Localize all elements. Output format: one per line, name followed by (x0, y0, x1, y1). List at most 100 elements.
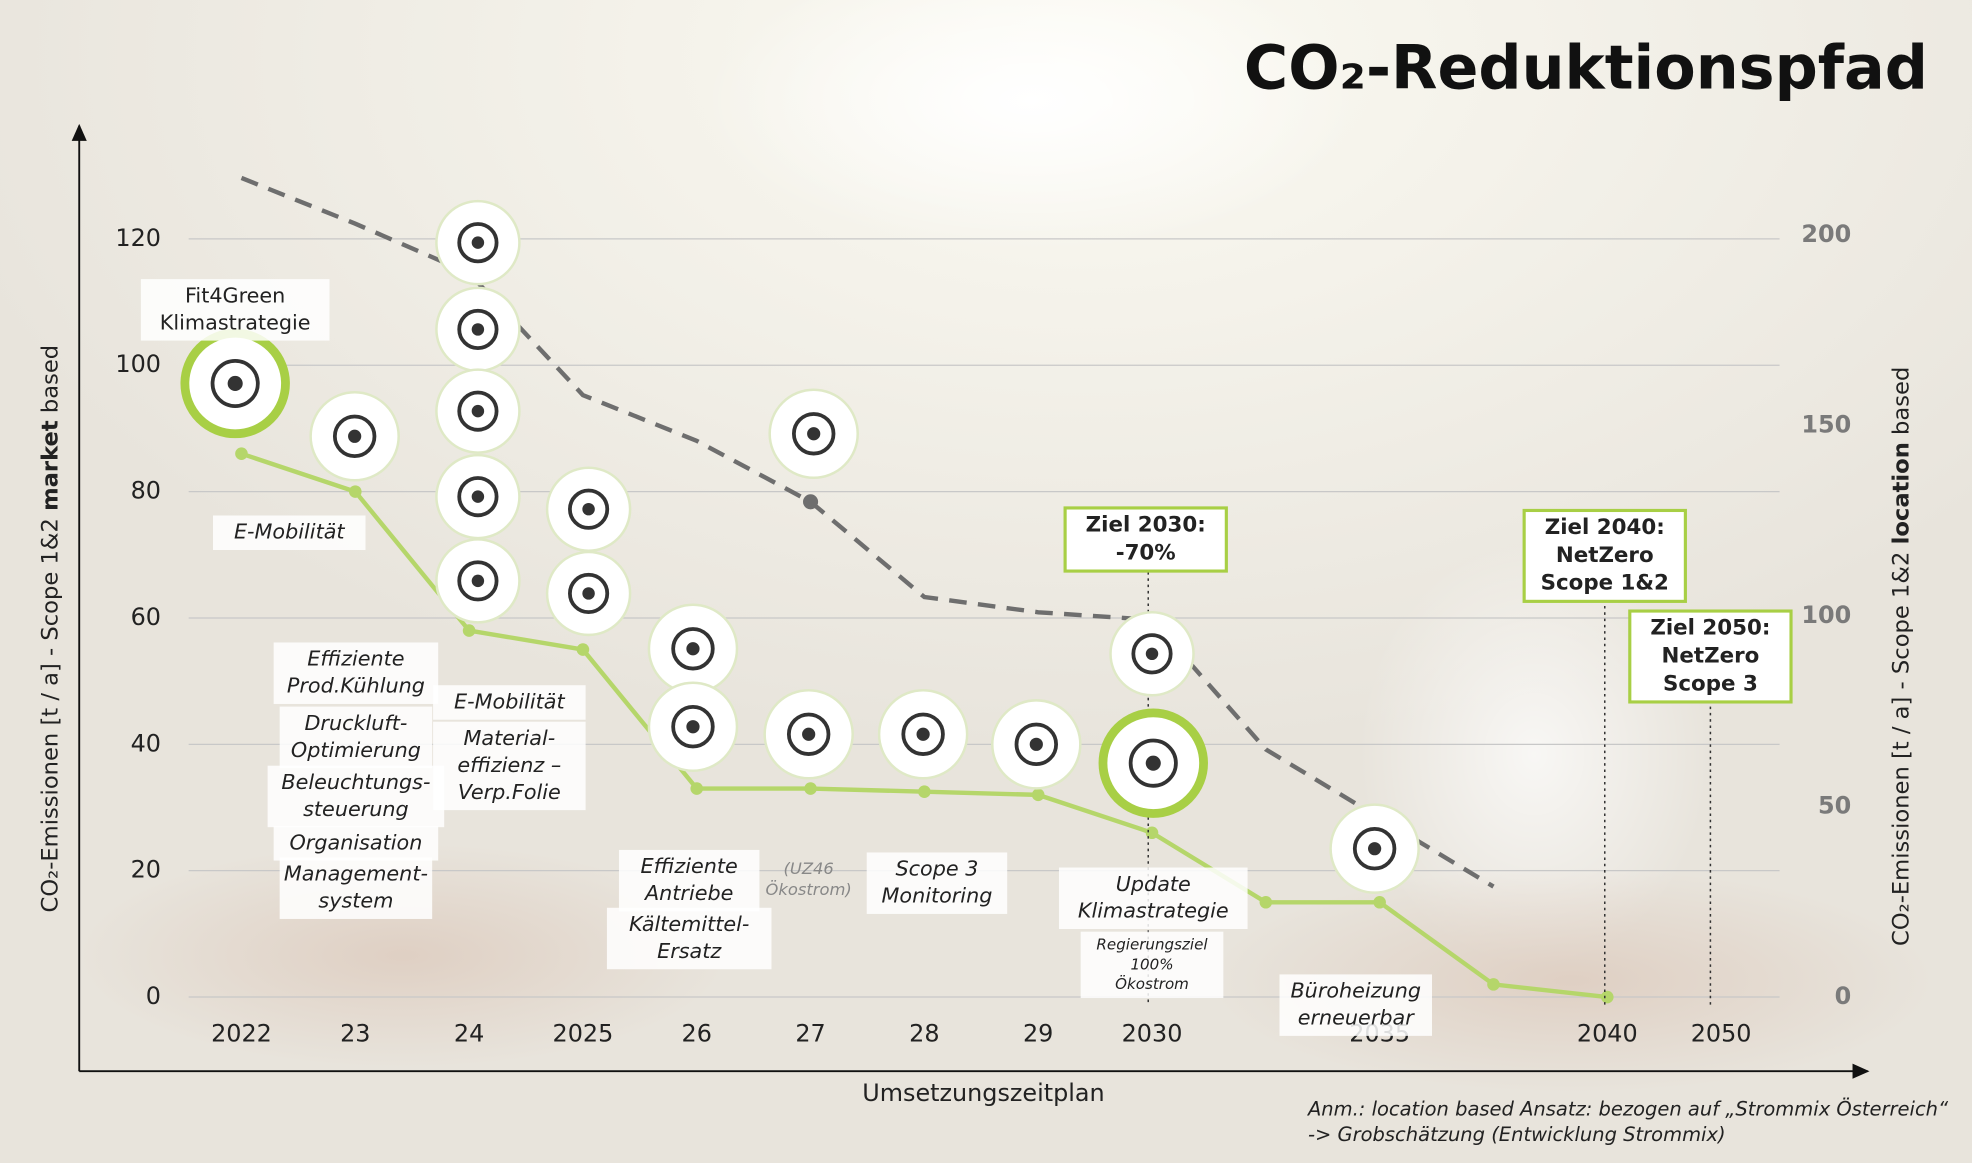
annotation-text: 100% (1130, 955, 1173, 973)
annotation-text: E-Mobilität (454, 689, 565, 713)
page: {"chart_data": { "type": "line", "title"… (0, 0, 1972, 1163)
series-point (690, 782, 703, 795)
annotation-text: steuerung (303, 797, 409, 821)
annotation-text: Klimastrategie (1078, 899, 1229, 923)
annotation-text: NetZero (1662, 643, 1760, 668)
icon-glyph (1030, 738, 1043, 751)
annotation-text: effizienz – (457, 753, 561, 777)
annotation-text: Update (1116, 872, 1191, 896)
icon-glyph (1146, 756, 1161, 771)
annotation-text: Ersatz (657, 939, 722, 963)
annotation-text: system (318, 889, 393, 913)
x-tick-label: 2022 (211, 1020, 272, 1048)
annotation-text: Verp.Folie (458, 780, 561, 804)
icon-glyph (472, 575, 484, 587)
annotation-text: Büroheizung (1290, 979, 1421, 1003)
x-tick-label: 26 (682, 1020, 712, 1048)
annotation-text: NetZero (1556, 543, 1654, 568)
annotation-text: Scope 3 (1663, 671, 1758, 696)
annotation-text: Ökostrom (1115, 974, 1189, 993)
y-tick-label: 60 (131, 603, 161, 631)
icon-glyph (802, 728, 815, 741)
axis-label-part: location (1888, 442, 1914, 544)
annotation-text: Organisation (289, 830, 422, 854)
axis-label-part: based (37, 345, 63, 420)
icon-glyph (1146, 648, 1158, 660)
icon-glyph (472, 236, 484, 248)
y-tick-label: 80 (131, 477, 161, 505)
series-point (1601, 991, 1614, 1004)
annotation-text: Ziel 2040: (1545, 515, 1665, 540)
y2-tick-label: 150 (1801, 411, 1851, 439)
icon-glyph (472, 323, 484, 335)
y-tick-label: 100 (115, 350, 161, 378)
series-point (349, 485, 362, 498)
series-point (1373, 896, 1386, 909)
y-tick-label: 0 (146, 982, 161, 1010)
annotation-text: Kältemittel- (629, 912, 749, 936)
note: -> Grobschätzung (Entwicklung Strommix) (1308, 1123, 1726, 1146)
y-tick-label: 120 (115, 224, 161, 252)
annotation-text: Regierungsziel (1096, 936, 1208, 954)
annotation-text: (UZ46 (784, 859, 834, 878)
annotation-text: Klimastrategie (160, 310, 311, 334)
annotation-text: Ziel 2030: (1086, 513, 1206, 538)
icon-glyph (228, 376, 243, 391)
annotation-text: Prod.Kühlung (287, 674, 425, 698)
series-point (235, 447, 248, 460)
annotation-text: -70% (1116, 540, 1176, 565)
annotation-text: Management- (284, 862, 428, 886)
annotation-text: E-Mobilität (234, 520, 345, 544)
annotation-text: Fit4Green (185, 283, 285, 307)
series-point (803, 494, 818, 509)
chart: CO₂-Reduktionspfad Umsetzungszeitplan 0 2… (0, 0, 1972, 1163)
series-point (577, 643, 590, 656)
series-point (804, 782, 817, 795)
icon-glyph (582, 503, 594, 515)
annotation-text: Effiziente (641, 854, 738, 878)
series-point (918, 785, 931, 798)
annotation-text: Beleuchtungs- (281, 770, 430, 794)
x-tick-label: 2030 (1122, 1020, 1183, 1048)
y2-tick-label: 0 (1835, 982, 1852, 1010)
annotation-text: Scope 3 (895, 857, 978, 881)
axis-label-part: CO₂-Emissionen [t / a] - Scope 1&2 (1888, 544, 1914, 946)
chart-title: CO₂-Reduktionspfad (1244, 33, 1928, 103)
x-tick-label: 2040 (1577, 1020, 1638, 1048)
series-point (1487, 978, 1500, 991)
annotation-text: Ziel 2050: (1650, 616, 1770, 641)
y-tick-label: 20 (131, 856, 161, 884)
axis-label-part: CO₂-Emissionen [t / a] - Scope 1&2 (37, 511, 63, 913)
annotation-text: Monitoring (881, 884, 992, 908)
x-tick-label: 29 (1023, 1020, 1053, 1048)
icon-glyph (582, 587, 594, 599)
y-tick-label: 40 (131, 729, 161, 757)
series-point (463, 624, 476, 637)
annotation-text: Antriebe (643, 881, 733, 905)
icon-glyph (686, 642, 699, 655)
icon-glyph (917, 728, 930, 741)
annotation-text: Druckluft- (304, 711, 407, 735)
x-tick-label: 24 (454, 1020, 484, 1048)
icon-glyph (1368, 842, 1381, 855)
annotation-text: Ökostrom) (766, 880, 852, 899)
x-axis-label: Umsetzungszeitplan (862, 1079, 1104, 1107)
annotation-text: Scope 1&2 (1541, 571, 1669, 596)
axis-label: CO₂-Emissionen [t / a] - Scope 1&2 locat… (1888, 367, 1914, 946)
annotation-text: Optimierung (291, 738, 421, 762)
x-tick-label: 2050 (1691, 1020, 1752, 1048)
series-point (1032, 789, 1045, 802)
x-tick-label: 27 (795, 1020, 825, 1048)
icon-glyph (472, 490, 484, 502)
axis-label-part: based (1888, 367, 1914, 442)
annotation-text: Effiziente (307, 647, 404, 671)
note: Anm.: location based Ansatz: bezogen auf… (1306, 1098, 1949, 1121)
icon-glyph (686, 720, 699, 733)
x-tick-label: 2025 (553, 1020, 614, 1048)
y2-tick-label: 50 (1818, 792, 1851, 820)
annotation-text: erneuerbar (1298, 1006, 1415, 1030)
axis-label-part: market (37, 420, 63, 511)
icon-glyph (348, 430, 361, 443)
x-tick-label: 28 (909, 1020, 939, 1048)
icon-glyph (472, 405, 484, 417)
